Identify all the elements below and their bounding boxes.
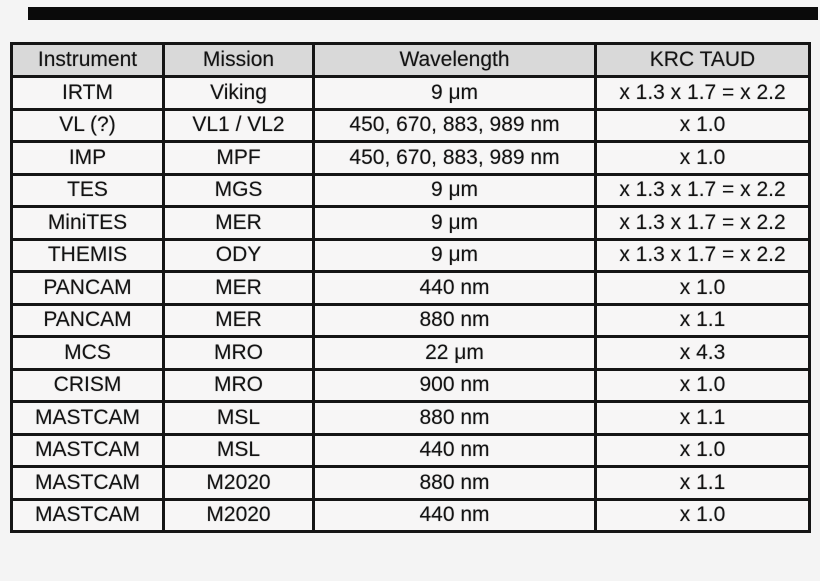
column-header-krc-taud: KRC TAUD	[594, 42, 811, 78]
cell-krc-taud: x 1.0	[594, 107, 811, 143]
cell-wavelength: 880 nm	[312, 302, 597, 338]
cell-mission: MSL	[162, 400, 315, 436]
cell-krc-taud: x 1.0	[594, 497, 811, 533]
cell-mission: ODY	[162, 237, 315, 273]
column-header-wavelength: Wavelength	[312, 42, 597, 78]
cell-mission: Viking	[162, 75, 315, 111]
cell-wavelength: 22 μm	[312, 335, 597, 371]
table-row: IRTM Viking 9 μm x 1.3 x 1.7 = x 2.2	[10, 75, 811, 111]
cell-instrument: THEMIS	[10, 237, 165, 273]
cell-krc-taud: x 1.1	[594, 465, 811, 501]
instrument-krc-taud-table: Instrument Mission Wavelength KRC TAUD I…	[10, 42, 811, 533]
cell-wavelength: 9 μm	[312, 75, 597, 111]
table-row: VL (?) VL1 / VL2 450, 670, 883, 989 nm x 1.…	[10, 107, 811, 143]
table-row: MASTCAM MSL 880 nm x 1.1	[10, 400, 811, 436]
table-row: MASTCAM MSL 440 nm x 1.0	[10, 432, 811, 468]
table-row: IMP MPF 450, 670, 883, 989 nm x 1.0	[10, 140, 811, 176]
cell-instrument: IMP	[10, 140, 165, 176]
cell-wavelength: 900 nm	[312, 367, 597, 403]
column-header-mission: Mission	[162, 42, 315, 78]
cell-mission: M2020	[162, 497, 315, 533]
table-row: TES MGS 9 μm x 1.3 x 1.7 = x 2.2	[10, 172, 811, 208]
cell-krc-taud: x 1.3 x 1.7 = x 2.2	[594, 75, 811, 111]
top-divider-bar	[28, 7, 818, 20]
cell-wavelength: 880 nm	[312, 400, 597, 436]
cell-mission: MGS	[162, 172, 315, 208]
cell-mission: MRO	[162, 367, 315, 403]
cell-wavelength: 9 μm	[312, 237, 597, 273]
table-row: MASTCAM M2020 440 nm x 1.0	[10, 497, 811, 533]
cell-wavelength: 9 μm	[312, 205, 597, 241]
cell-instrument: MASTCAM	[10, 432, 165, 468]
cell-mission: MPF	[162, 140, 315, 176]
cell-wavelength: 440 nm	[312, 432, 597, 468]
cell-krc-taud: x 1.3 x 1.7 = x 2.2	[594, 237, 811, 273]
table-row: PANCAM MER 880 nm x 1.1	[10, 302, 811, 338]
cell-wavelength: 880 nm	[312, 465, 597, 501]
cell-mission: MSL	[162, 432, 315, 468]
cell-mission: MER	[162, 205, 315, 241]
cell-krc-taud: x 1.0	[594, 270, 811, 306]
cell-mission: M2020	[162, 465, 315, 501]
cell-krc-taud: x 1.0	[594, 432, 811, 468]
cell-krc-taud: x 1.0	[594, 140, 811, 176]
cell-mission: VL1 / VL2	[162, 107, 315, 143]
table-row: MiniTES MER 9 μm x 1.3 x 1.7 = x 2.2	[10, 205, 811, 241]
cell-instrument: VL (?)	[10, 107, 165, 143]
table-row: CRISM MRO 900 nm x 1.0	[10, 367, 811, 403]
table-row: MCS MRO 22 μm x 4.3	[10, 335, 811, 371]
table-body: IRTM Viking 9 μm x 1.3 x 1.7 = x 2.2 VL (?) V…	[10, 75, 811, 533]
cell-krc-taud: x 1.1	[594, 302, 811, 338]
cell-instrument: CRISM	[10, 367, 165, 403]
table-row: THEMIS ODY 9 μm x 1.3 x 1.7 = x 2.2	[10, 237, 811, 273]
cell-instrument: PANCAM	[10, 302, 165, 338]
cell-instrument: IRTM	[10, 75, 165, 111]
cell-instrument: TES	[10, 172, 165, 208]
cell-wavelength: 450, 670, 883, 989 nm	[312, 107, 597, 143]
column-header-instrument: Instrument	[10, 42, 165, 78]
cell-instrument: MCS	[10, 335, 165, 371]
cell-wavelength: 9 μm	[312, 172, 597, 208]
table-row: MASTCAM M2020 880 nm x 1.1	[10, 465, 811, 501]
cell-wavelength: 450, 670, 883, 989 nm	[312, 140, 597, 176]
cell-instrument: MASTCAM	[10, 465, 165, 501]
cell-krc-taud: x 1.3 x 1.7 = x 2.2	[594, 205, 811, 241]
cell-instrument: MASTCAM	[10, 497, 165, 533]
cell-instrument: MiniTES	[10, 205, 165, 241]
cell-wavelength: 440 nm	[312, 270, 597, 306]
cell-krc-taud: x 1.3 x 1.7 = x 2.2	[594, 172, 811, 208]
cell-instrument: PANCAM	[10, 270, 165, 306]
cell-krc-taud: x 1.1	[594, 400, 811, 436]
cell-mission: MER	[162, 270, 315, 306]
cell-wavelength: 440 nm	[312, 497, 597, 533]
cell-krc-taud: x 1.0	[594, 367, 811, 403]
cell-mission: MRO	[162, 335, 315, 371]
table-row: PANCAM MER 440 nm x 1.0	[10, 270, 811, 306]
cell-instrument: MASTCAM	[10, 400, 165, 436]
header-row: Instrument Mission Wavelength KRC TAUD	[10, 42, 811, 78]
cell-mission: MER	[162, 302, 315, 338]
cell-krc-taud: x 4.3	[594, 335, 811, 371]
